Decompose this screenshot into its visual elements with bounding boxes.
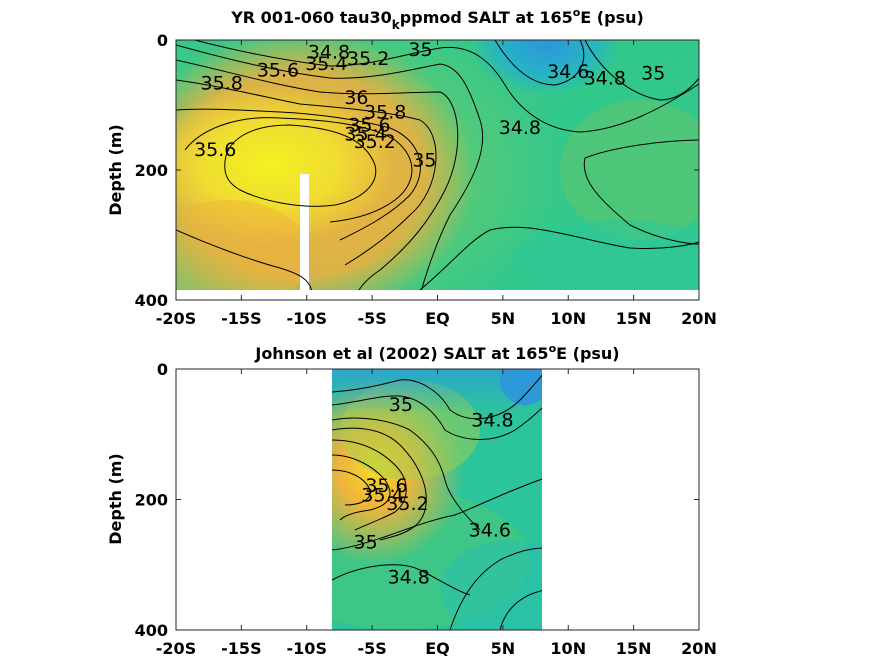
panel-model-y-ticks: 0 200 400	[135, 31, 699, 310]
contour-label: 34.8	[584, 68, 626, 90]
x-tick-label: 15N	[616, 309, 652, 328]
x-tick-label: -10S	[287, 309, 327, 328]
x-tick-label: 5N	[491, 639, 516, 656]
panel-obs-contours	[332, 374, 542, 630]
x-tick-label: EQ	[425, 309, 450, 328]
panel-model-contour-labels: 34.8 3535.235.435.635.83635.835.635.435.2…	[194, 39, 665, 171]
x-tick-label: 20N	[681, 309, 717, 328]
panel-model-mask-gap	[300, 174, 309, 292]
contour-label: 35.4	[305, 53, 347, 75]
contour-label: 35	[641, 62, 665, 84]
x-tick-label: -5S	[357, 309, 386, 328]
contour-label: 35	[412, 149, 436, 171]
x-tick-label: -20S	[156, 309, 196, 328]
panel-obs-salinity-field	[332, 369, 542, 630]
x-tick-label: -15S	[221, 309, 261, 328]
y-tick-label: 0	[157, 31, 168, 50]
panel-model-contours	[176, 40, 699, 290]
panel-obs-ylabel: Depth (m)	[106, 453, 125, 545]
y-tick-label: 400	[135, 621, 168, 640]
x-tick-label: -5S	[357, 639, 386, 656]
contour-label: 35.8	[201, 73, 243, 95]
x-tick-label: 10N	[550, 639, 586, 656]
contour-label: 35	[408, 39, 432, 61]
panel-obs-x-ticks: -20S -15S -10S -5S EQ 5N 10N 15N 20N	[156, 369, 717, 656]
y-tick-label: 400	[135, 291, 168, 310]
x-tick-label: -15S	[221, 639, 261, 656]
x-tick-label: 5N	[491, 309, 516, 328]
panel-model-ylabel: Depth (m)	[106, 124, 125, 216]
contour-label: 35.2	[386, 493, 428, 515]
x-tick-label: 10N	[550, 309, 586, 328]
contour-label: 35.6	[365, 475, 407, 497]
contour-label: 34.6	[469, 519, 511, 541]
panel-obs: Johnson et al (2002) SALT at 165oE (psu)…	[106, 342, 717, 656]
contour-label: 35.4	[361, 485, 403, 507]
panel-model-salinity-field	[176, 40, 699, 290]
contour-label: 35.4	[344, 123, 386, 145]
panel-model-x-ticks: -20S -15S -10S -5S EQ 5N 10N 15N 20N	[156, 40, 717, 328]
contour-label: 35.6	[257, 60, 299, 82]
contour-label: 35.6	[348, 114, 390, 136]
contour-label: 35	[389, 394, 413, 416]
x-tick-label: 20N	[681, 639, 717, 656]
panel-model-title: YR 001-060 tau30kppmod SALT at 165oE (ps…	[230, 6, 644, 32]
panel-model: YR 001-060 tau30kppmod SALT at 165oE (ps…	[106, 6, 717, 328]
contour-label: 34.8	[499, 117, 541, 139]
panel-obs-contour-labels: 35 34.8 35.635.435.2 35 34.6 34.8	[353, 394, 513, 588]
contour-label: 35.6	[194, 139, 236, 161]
panel-obs-title: Johnson et al (2002) SALT at 165oE (psu)	[254, 342, 619, 363]
contour-label: 35.2	[347, 48, 389, 70]
y-tick-label: 0	[157, 360, 168, 379]
contour-label: 34.6	[547, 61, 589, 83]
x-tick-label: 15N	[616, 639, 652, 656]
contour-label: 36	[344, 87, 368, 109]
y-tick-label: 200	[135, 161, 168, 180]
y-tick-label: 200	[135, 491, 168, 510]
contour-label: 35.2	[354, 131, 396, 153]
contour-label: 35	[353, 532, 377, 554]
x-tick-label: -10S	[287, 639, 327, 656]
x-tick-label: EQ	[425, 639, 450, 656]
contour-label: 35.8	[364, 101, 406, 123]
panel-obs-y-ticks: 0 200 400	[135, 360, 699, 640]
contour-label: 34.8	[388, 566, 430, 588]
contour-label: 34.8	[308, 42, 350, 64]
x-tick-label: -20S	[156, 639, 196, 656]
contour-label: 34.8	[471, 410, 513, 432]
